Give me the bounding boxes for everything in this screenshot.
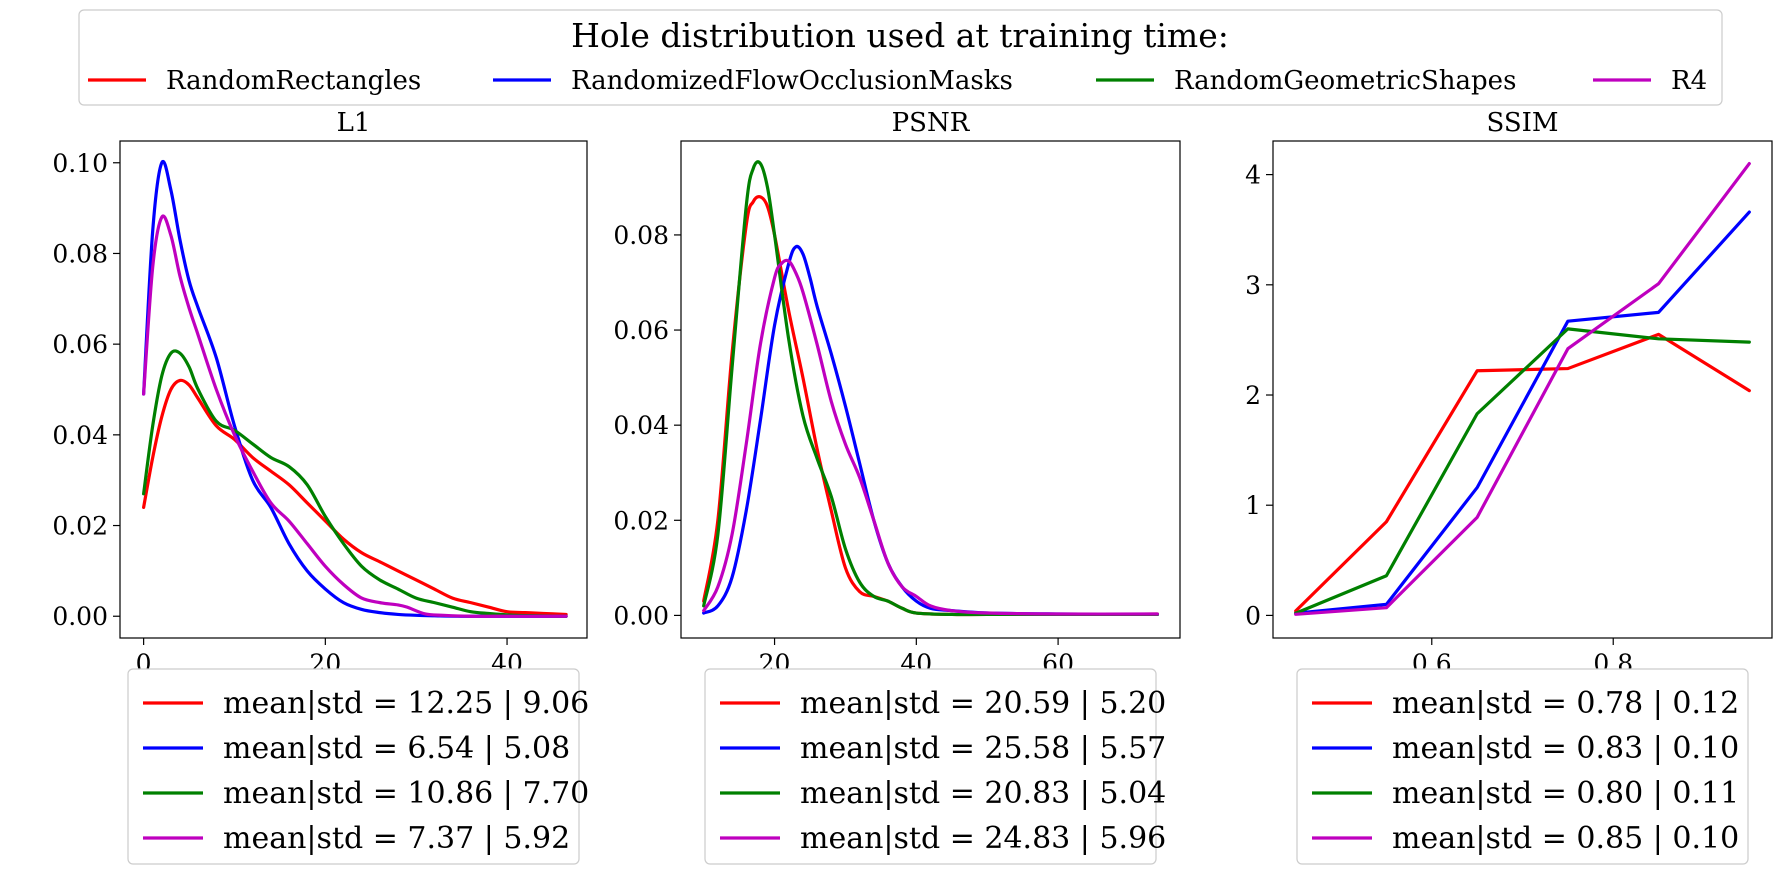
y-tick-label: 0.02: [613, 506, 669, 535]
stats-legend-label-randomrectangles: mean|std = 20.59 | 5.20: [800, 686, 1166, 721]
top-legend: Hole distribution used at training time:…: [78, 9, 1723, 106]
series-line-randomgeometricshapes: [142, 349, 568, 618]
top-legend-label-randomrectangles: RandomRectangles: [166, 66, 421, 96]
stats-legend-label-randomgeometricshapes: mean|std = 20.83 | 5.04: [800, 776, 1166, 811]
series-line-randomrectangles: [1294, 332, 1751, 613]
chart-panels: L10 20 400.000.020.040.060.080.10mean|std …: [52, 108, 1773, 865]
top-legend-label-randomgeometricshapes: RandomGeometricShapes: [1174, 66, 1516, 96]
stats-legend-label-randomizedflowocclusionmasks: mean|std = 0.83 | 0.10: [1392, 731, 1739, 766]
y-tick-label: 0.00: [613, 601, 669, 630]
y-tick-label: 0.02: [52, 512, 108, 541]
series-line-r4: [142, 214, 568, 618]
series-line-randomrectangles: [142, 378, 568, 617]
stats-legend-label-randomizedflowocclusionmasks: mean|std = 6.54 | 5.08: [223, 731, 570, 766]
top-legend-frame: [78, 9, 1723, 106]
y-tick-label: 1: [1245, 491, 1261, 520]
stats-legend-frame: [1296, 668, 1749, 865]
axes-frame: [680, 140, 1181, 639]
series-line-randomrectangles: [702, 195, 1159, 617]
series-line-randomizedflowocclusionmasks: [702, 244, 1159, 617]
y-tick-label: 4: [1245, 161, 1261, 190]
stats-legend-label-randomizedflowocclusionmasks: mean|std = 25.58 | 5.57: [800, 731, 1166, 766]
series-lines: [702, 160, 1159, 617]
y-tick-label: 0.10: [52, 149, 108, 178]
top-legend-label-r4: R4: [1671, 66, 1707, 96]
y-tick-label: 0.08: [613, 221, 669, 250]
series-line-r4: [1294, 161, 1751, 616]
y-tick-label: 0: [1245, 601, 1261, 630]
y-tick-label: 0.00: [52, 602, 108, 631]
series-lines: [142, 159, 568, 618]
top-legend-title: Hole distribution used at training time:: [571, 16, 1229, 55]
stats-legend: mean|std = 12.25 | 9.06 mean|std = 6.54 |…: [127, 668, 589, 865]
y-tick-label: 0.06: [52, 330, 108, 359]
y-tick-label: 0.08: [52, 239, 108, 268]
series-line-randomizedflowocclusionmasks: [142, 159, 568, 618]
stats-legend-label-randomrectangles: mean|std = 0.78 | 0.12: [1392, 686, 1739, 721]
series-line-randomgeometricshapes: [702, 160, 1159, 617]
y-tick-label: 0.04: [52, 421, 108, 450]
top-legend-entries: RandomRectangles RandomizedFlowOcclusionM…: [88, 66, 1707, 96]
stats-legend-label-randomrectangles: mean|std = 12.25 | 9.06: [223, 686, 589, 721]
stats-legend: mean|std = 0.78 | 0.12 mean|std = 0.83 | …: [1296, 668, 1749, 865]
y-tick-label: 2: [1245, 381, 1261, 410]
chart-title: SSIM: [1486, 108, 1558, 138]
stats-legend-label-r4: mean|std = 7.37 | 5.92: [223, 821, 570, 856]
series-line-randomizedflowocclusionmasks: [1294, 210, 1751, 615]
series-line-r4: [702, 258, 1159, 616]
y-tick-label: 0.06: [613, 316, 669, 345]
axes-frame: [119, 140, 588, 639]
top-legend-label-randomizedflowocclusionmasks: RandomizedFlowOcclusionMasks: [571, 66, 1013, 96]
axes-frame: [1272, 140, 1773, 639]
chart-title: L1: [337, 108, 371, 138]
stats-legend: mean|std = 20.59 | 5.20 mean|std = 25.58 …: [704, 668, 1166, 865]
stats-legend-label-r4: mean|std = 0.85 | 0.10: [1392, 821, 1739, 856]
stats-legend-label-randomgeometricshapes: mean|std = 0.80 | 0.11: [1392, 776, 1739, 811]
series-lines: [1294, 161, 1751, 616]
series-line-randomgeometricshapes: [1294, 327, 1751, 615]
stats-legend-label-r4: mean|std = 24.83 | 5.96: [800, 821, 1166, 856]
y-tick-label: 0.04: [613, 411, 669, 440]
stats-legend-frame: [704, 668, 1157, 865]
chart-l1: L10 20 400.000.020.040.060.080.10mean|std …: [52, 108, 589, 865]
y-tick-label: 3: [1245, 271, 1261, 300]
stats-legend-frame: [127, 668, 580, 865]
chart-title: PSNR: [892, 108, 971, 138]
stats-legend-label-randomgeometricshapes: mean|std = 10.86 | 7.70: [223, 776, 589, 811]
